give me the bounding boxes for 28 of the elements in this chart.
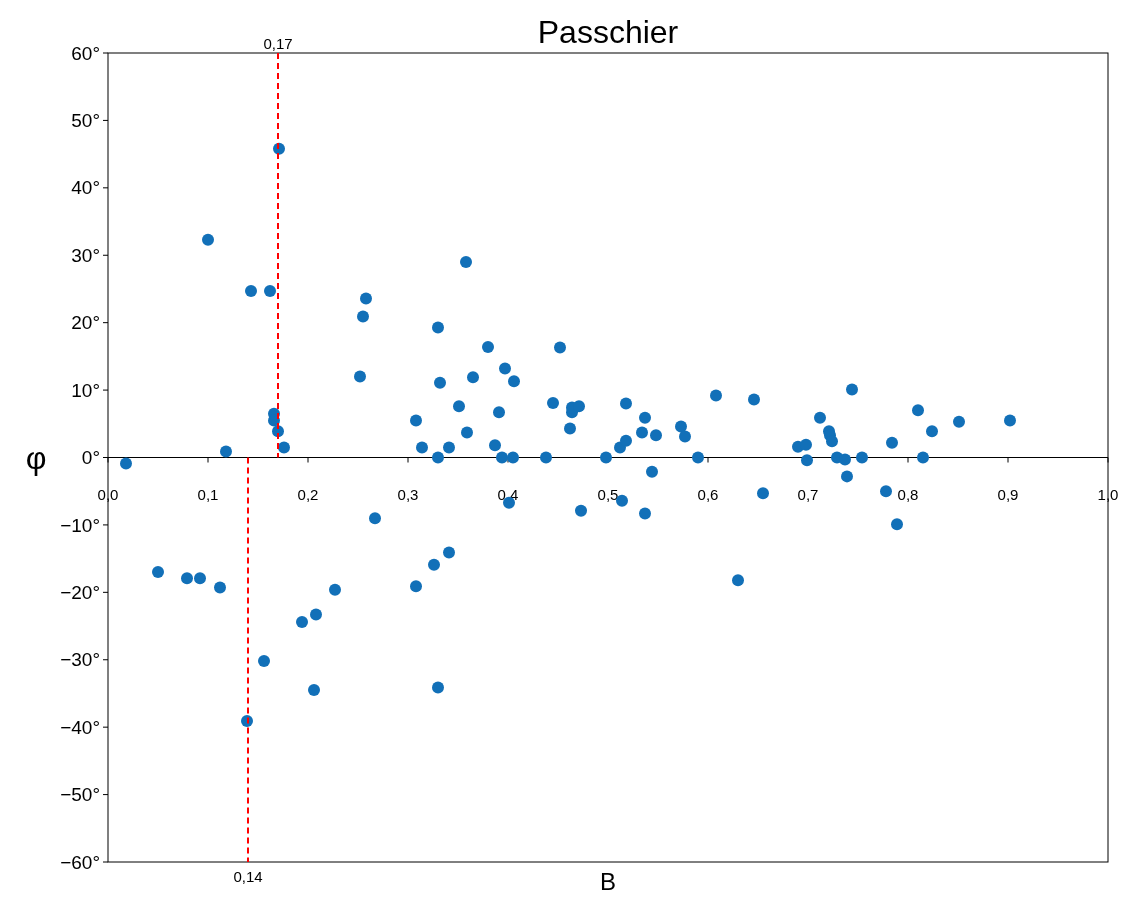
x-tick-label: 1,0: [1097, 485, 1119, 503]
y-tick-label: 60°: [71, 42, 100, 64]
x-tick-label: 0,7: [797, 485, 819, 503]
x-tick-label: 0,2: [297, 485, 319, 503]
y-tick-label: 10°: [71, 379, 100, 401]
y-tick-label: 40°: [71, 177, 100, 199]
x-tick-label: 0,5: [597, 485, 619, 503]
x-tick-label: 0,3: [397, 485, 419, 503]
x-tick-label: 0,1: [197, 485, 219, 503]
y-tick-label: −30°: [60, 649, 100, 671]
ref-line-label: 0,14: [233, 868, 263, 885]
y-tick-label: 50°: [71, 110, 100, 132]
x-tick-label: 0,0: [97, 485, 119, 503]
x-tick-label: 0,8: [897, 485, 919, 503]
ref-line-label: 0,17: [263, 35, 293, 52]
x-tick-label: 0,6: [697, 485, 719, 503]
y-tick-label: −50°: [60, 784, 100, 806]
y-tick-label: 30°: [71, 244, 100, 266]
x-tick-label: 0,9: [997, 485, 1019, 503]
y-tick-label: −20°: [60, 581, 100, 603]
y-tick-label: −10°: [60, 514, 100, 536]
x-axis-title: B: [599, 868, 617, 895]
chart-title: Passchier: [537, 14, 679, 50]
y-tick-label: −60°: [60, 851, 100, 873]
y-tick-label: 20°: [71, 312, 100, 334]
y-axis-title: φ: [25, 439, 47, 476]
y-tick-label: 0°: [81, 447, 100, 469]
y-tick-label: −40°: [60, 716, 100, 738]
